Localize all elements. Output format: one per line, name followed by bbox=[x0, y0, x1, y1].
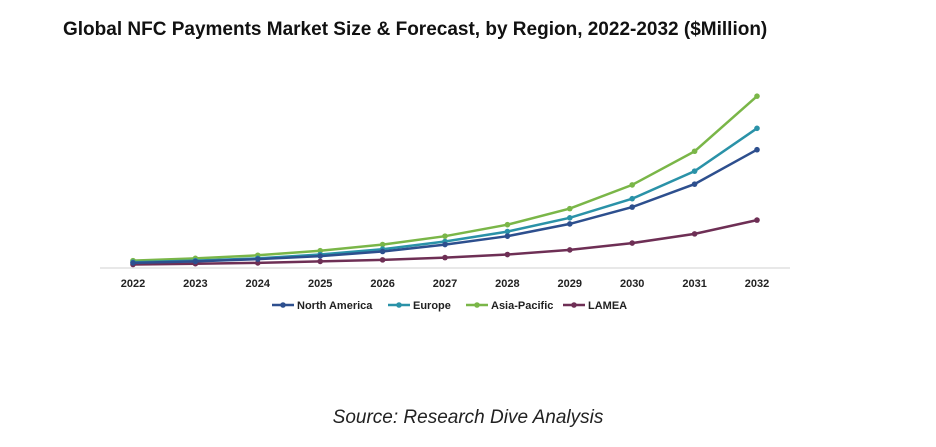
line-chart: 2022 2023 2024 2025 2026 2027 2028 2029 2030 2031… bbox=[100, 93, 790, 312]
point-north-america-2027 bbox=[442, 241, 448, 248]
point-asia-pacific-2026 bbox=[379, 241, 386, 248]
point-lamea-2026 bbox=[379, 257, 386, 263]
point-north-america-2022 bbox=[130, 260, 136, 266]
legend-marker-north-america bbox=[280, 302, 286, 308]
point-asia-pacific-2032 bbox=[754, 93, 760, 99]
point-north-america-2024 bbox=[254, 256, 261, 262]
point-north-america-2032 bbox=[754, 146, 760, 153]
x-tick-label: 2026 bbox=[370, 278, 394, 290]
point-asia-pacific-2028 bbox=[504, 221, 511, 228]
legend-marker-asia-pacific bbox=[474, 302, 480, 308]
point-north-america-2029 bbox=[567, 221, 573, 227]
series-layer bbox=[130, 93, 760, 268]
x-tick-label: 2028 bbox=[495, 278, 519, 290]
x-tick-label: 2024 bbox=[246, 278, 271, 290]
point-lamea-2027 bbox=[442, 254, 448, 261]
x-tick-label: 2030 bbox=[620, 278, 644, 290]
point-lamea-2032 bbox=[754, 217, 760, 223]
legend: North America Europe Asia-Pacific LAMEA bbox=[272, 300, 627, 312]
point-north-america-2031 bbox=[691, 181, 698, 187]
point-lamea-2024 bbox=[254, 260, 261, 266]
point-north-america-2026 bbox=[379, 248, 386, 255]
point-lamea-2031 bbox=[691, 231, 698, 237]
legend-label-europe: Europe bbox=[413, 300, 451, 312]
x-tick-label: 2027 bbox=[433, 278, 457, 290]
x-tick-label: 2025 bbox=[308, 278, 332, 290]
x-tick-label: 2031 bbox=[682, 278, 706, 290]
x-tick-label: 2022 bbox=[121, 278, 145, 290]
point-lamea-2029 bbox=[567, 247, 573, 253]
point-lamea-2028 bbox=[504, 251, 511, 258]
point-north-america-2023 bbox=[192, 258, 199, 265]
point-lamea-2025 bbox=[317, 258, 324, 265]
x-axis-ticks: 2022 2023 2024 2025 2026 2027 2028 2029 2030 2031… bbox=[121, 278, 769, 290]
point-asia-pacific-2027 bbox=[442, 233, 448, 239]
legend-marker-lamea bbox=[571, 302, 577, 308]
point-europe-2030 bbox=[629, 195, 635, 202]
point-europe-2028 bbox=[504, 228, 511, 235]
legend-label-asia-pacific: Asia-Pacific bbox=[491, 300, 553, 312]
legend-marker-europe bbox=[396, 302, 402, 308]
x-tick-label: 2023 bbox=[183, 278, 207, 290]
legend-label-north-america: North America bbox=[297, 300, 373, 312]
point-asia-pacific-2030 bbox=[629, 182, 635, 188]
point-asia-pacific-2029 bbox=[567, 205, 573, 212]
legend-label-lamea: LAMEA bbox=[588, 300, 627, 312]
x-tick-label: 2032 bbox=[745, 278, 769, 290]
x-tick-label: 2029 bbox=[558, 278, 582, 290]
point-north-america-2025 bbox=[317, 253, 324, 259]
point-europe-2032 bbox=[754, 125, 760, 132]
point-north-america-2030 bbox=[629, 204, 635, 210]
source-caption: Source: Research Dive Analysis bbox=[332, 407, 604, 428]
point-north-america-2028 bbox=[504, 233, 511, 239]
point-europe-2029 bbox=[567, 215, 573, 221]
point-lamea-2030 bbox=[629, 240, 635, 246]
point-europe-2031 bbox=[691, 168, 698, 174]
chart-title: Global NFC Payments Market Size & Foreca… bbox=[63, 19, 768, 40]
point-asia-pacific-2031 bbox=[691, 148, 698, 155]
point-asia-pacific-2025 bbox=[317, 247, 324, 254]
